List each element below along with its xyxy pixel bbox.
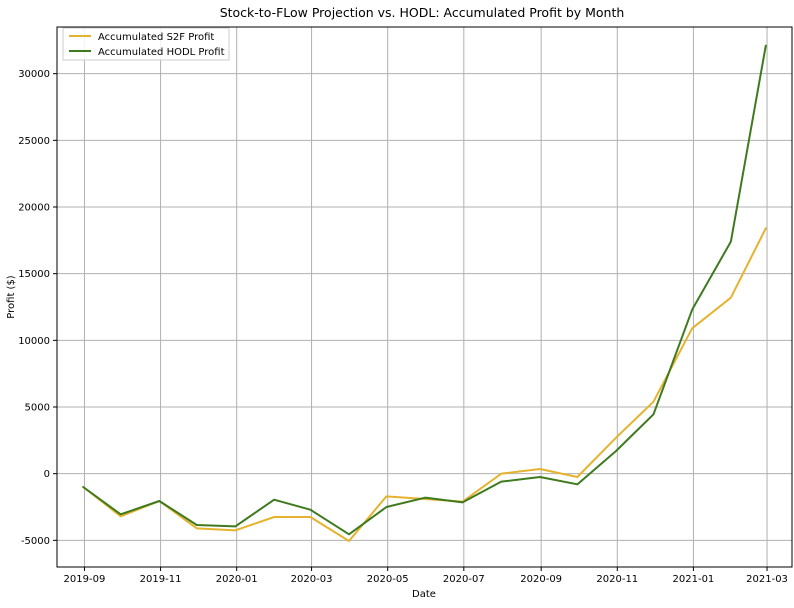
series-line-hodl [82,44,767,536]
y-axis-ticks: -5000 0 5000 10000 15000 20000 25000 30000 [18,69,57,547]
y-tick-label: -5000 [21,536,50,547]
x-tick-label: 2020-01 [216,574,258,585]
series-line-s2f [82,227,767,542]
x-axis-label: Date [412,589,436,600]
x-axis-ticks: 2019-09 2019-11 2020-01 2020-03 2020-05 2020-… [64,567,788,585]
x-tick-label: 2020-07 [443,574,485,585]
x-tick-label: 2019-09 [64,574,106,585]
legend-box [62,27,230,61]
y-tick-label: 15000 [18,269,50,280]
y-tick-label: 10000 [18,336,50,347]
grid [57,27,792,567]
y-tick-label: 25000 [18,136,50,147]
x-tick-label: 2020-11 [596,574,638,585]
y-axis-label: Profit ($) [6,275,17,319]
legend-label-s2f: Accumulated S2F Profit [98,32,214,43]
y-tick-label: 20000 [18,203,50,214]
y-tick-label: 0 [44,469,50,480]
x-tick-label: 2020-09 [520,574,562,585]
chart-title: Stock-to-FLow Projection vs. HODL: Accum… [220,5,625,20]
x-tick-label: 2021-03 [746,574,788,585]
series-lines [82,44,767,542]
x-tick-label: 2020-03 [291,574,333,585]
x-tick-label: 2020-05 [367,574,409,585]
legend: Accumulated S2F Profit Accumulated HODL … [62,27,230,61]
x-tick-label: 2021-01 [673,574,715,585]
legend-label-hodl: Accumulated HODL Profit [98,47,225,58]
y-tick-label: 5000 [25,403,50,414]
y-tick-label: 30000 [18,69,50,80]
plot-frame [56,26,793,568]
x-tick-label: 2019-11 [140,574,182,585]
